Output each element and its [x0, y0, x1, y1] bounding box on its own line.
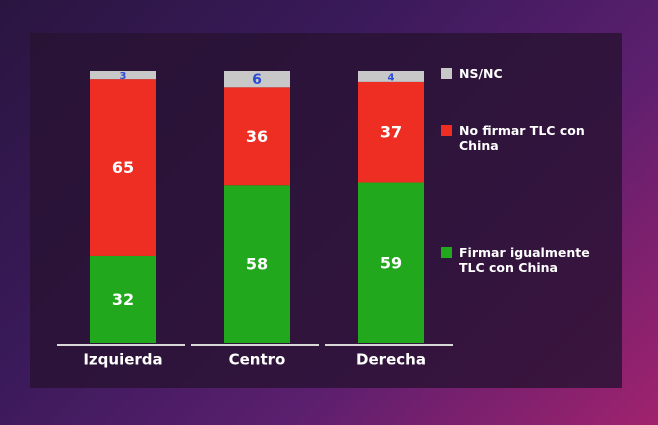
legend-swatch — [441, 68, 452, 79]
value-label: 3 — [120, 71, 127, 82]
legend-label: Firmar igualmente TLC con China — [459, 245, 590, 275]
legend-swatch — [441, 125, 452, 136]
bar-segment — [358, 71, 424, 82]
legend-label: NS/NC — [459, 66, 503, 81]
legend-item: Firmar igualmente TLC con China — [441, 245, 611, 275]
x-tick-label: Izquierda — [83, 351, 162, 369]
value-label: 59 — [380, 253, 402, 272]
bar-segment — [224, 87, 290, 186]
bar-segment — [358, 81, 424, 183]
bar-segment — [224, 185, 290, 343]
value-label: 37 — [380, 123, 402, 142]
value-label: 36 — [246, 127, 268, 146]
bar-segment — [224, 71, 290, 88]
value-label: 58 — [246, 255, 268, 274]
legend-item: NS/NC — [441, 66, 611, 81]
x-tick-label: Centro — [229, 351, 286, 369]
bar-segment — [90, 71, 156, 80]
bar-segment — [90, 79, 156, 256]
legend-swatch — [441, 247, 452, 258]
value-label: 32 — [112, 290, 134, 309]
legend-item: No firmar TLC con China — [441, 123, 611, 153]
bar-segment — [358, 182, 424, 343]
value-label: 65 — [112, 158, 134, 177]
x-tick-label: Derecha — [356, 351, 426, 369]
bar-segment — [90, 255, 156, 343]
value-label: 6 — [252, 72, 262, 88]
value-label: 4 — [388, 72, 395, 83]
legend-label: No firmar TLC con China — [459, 123, 585, 153]
